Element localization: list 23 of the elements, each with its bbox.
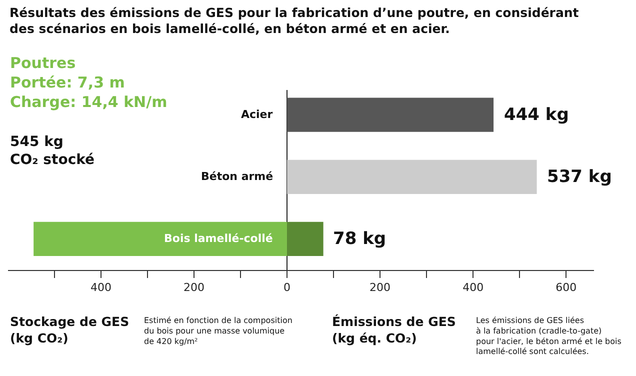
text: Stockage de GES (kg CO₂) [10,314,130,346]
text: Estimé en fonction de la composition du bois pour une masse volumique de 420 kg/m² [144,316,292,346]
x-tick-label: 200 [184,281,205,294]
x-tick-label: 400 [90,281,112,294]
bar [287,160,537,194]
annotation: 545 kg CO₂ stocké [10,134,95,168]
chart-title: Résultats des émissions de GES pour la fabrication d’une poutre, en considérant des scénarios en bois lamellé-collé, en béton armé et en acier. [10,4,579,36]
y-tick-label: Béton armé [201,170,274,183]
data-label: 537 kg [547,167,612,187]
x-tick-label: 400 [462,281,484,294]
bar [287,222,324,256]
text: Émissions de GES (kg éq. CO₂) [332,314,456,346]
y-tick-label: Acier [241,108,274,121]
y-tick-label: Bois lamellé-collé [164,232,273,245]
data-label: 78 kg [333,229,386,249]
x-tick-label: 0 [284,281,291,294]
chart-subtitle: Poutres Portée: 7,3 m Charge: 14,4 kN/m [10,54,168,111]
bar [287,98,494,132]
data-label: 444 kg [504,105,569,125]
text: Les émissions de GES liées à la fabrication (cradle-to-gate) pour l'acier, le béton armé et le bois lamellé-collé sont calculées. [476,316,622,356]
x-tick-label: 200 [370,281,391,294]
x-tick-label: 600 [556,281,577,294]
bar [34,222,288,256]
